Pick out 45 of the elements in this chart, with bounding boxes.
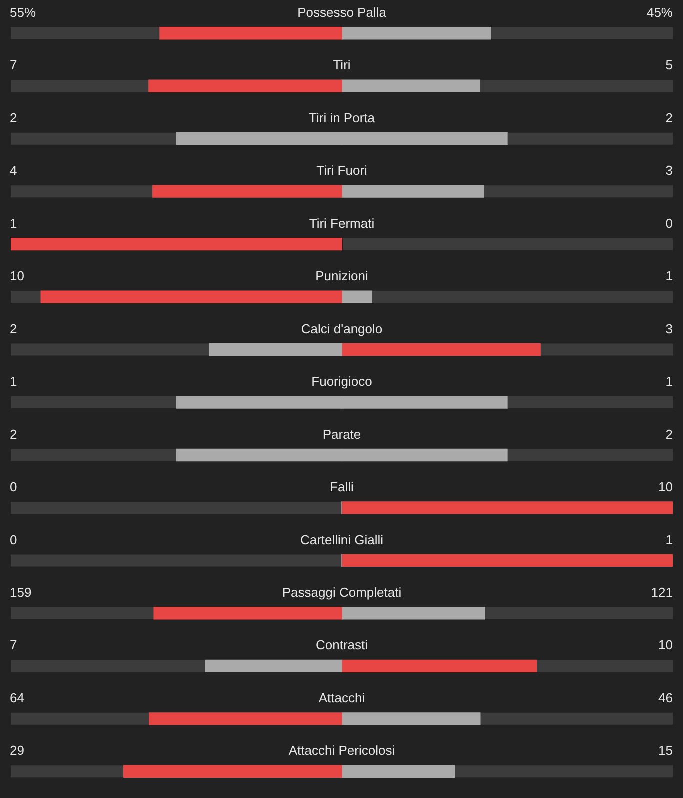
data-label: 10 — [10, 268, 24, 284]
category-label: Tiri Fermati — [309, 216, 375, 231]
data-label: 1 — [666, 374, 673, 390]
category-label: Tiri in Porta — [309, 110, 376, 126]
category-label: Parate — [322, 426, 362, 442]
data-label: 10 — [658, 638, 673, 653]
data-label: 1 — [666, 532, 673, 548]
data-label: 2 — [10, 426, 18, 442]
data-label: 2 — [666, 110, 673, 126]
category-label: Attacchi — [318, 690, 366, 706]
data-label: 64 — [10, 690, 24, 706]
category-label: Possesso Palla — [298, 4, 388, 20]
category-label: Tiri — [333, 58, 351, 73]
data-label: 7 — [10, 58, 18, 73]
data-label: 0 — [666, 216, 673, 231]
category-label: Cartellini Gialli — [300, 532, 384, 548]
category-label: Contrasti — [316, 638, 368, 653]
category-label: Fuorigioco — [312, 374, 372, 390]
data-label: 55% — [10, 4, 36, 20]
data-label: 159 — [10, 585, 32, 600]
data-label: 2 — [10, 110, 18, 126]
data-label: 45% — [646, 4, 674, 20]
data-label: 15 — [658, 743, 673, 758]
category-label: Calci d'angolo — [301, 321, 383, 336]
category-label: Passaggi Completati — [282, 585, 402, 600]
data-label: 0 — [10, 532, 18, 548]
category-label: Falli — [330, 480, 354, 495]
data-label: 3 — [666, 163, 673, 178]
data-label: 1 — [10, 374, 18, 390]
data-label: 4 — [10, 163, 18, 178]
data-label: 7 — [10, 638, 18, 653]
data-label: 10 — [658, 480, 673, 495]
data-label: 0 — [10, 480, 18, 495]
data-label: 2 — [666, 426, 673, 442]
data-label: 3 — [666, 321, 673, 336]
data-label: 121 — [651, 585, 673, 600]
data-label: 29 — [10, 743, 24, 758]
data-label: 46 — [658, 690, 673, 706]
category-label: Punizioni — [316, 268, 368, 284]
data-label: 2 — [10, 321, 18, 336]
category-label: Tiri Fuori — [316, 163, 368, 178]
data-label: 1 — [666, 268, 673, 284]
category-label: Attacchi Pericolosi — [288, 743, 396, 758]
data-label: 1 — [10, 216, 18, 231]
data-label: 5 — [666, 58, 673, 73]
